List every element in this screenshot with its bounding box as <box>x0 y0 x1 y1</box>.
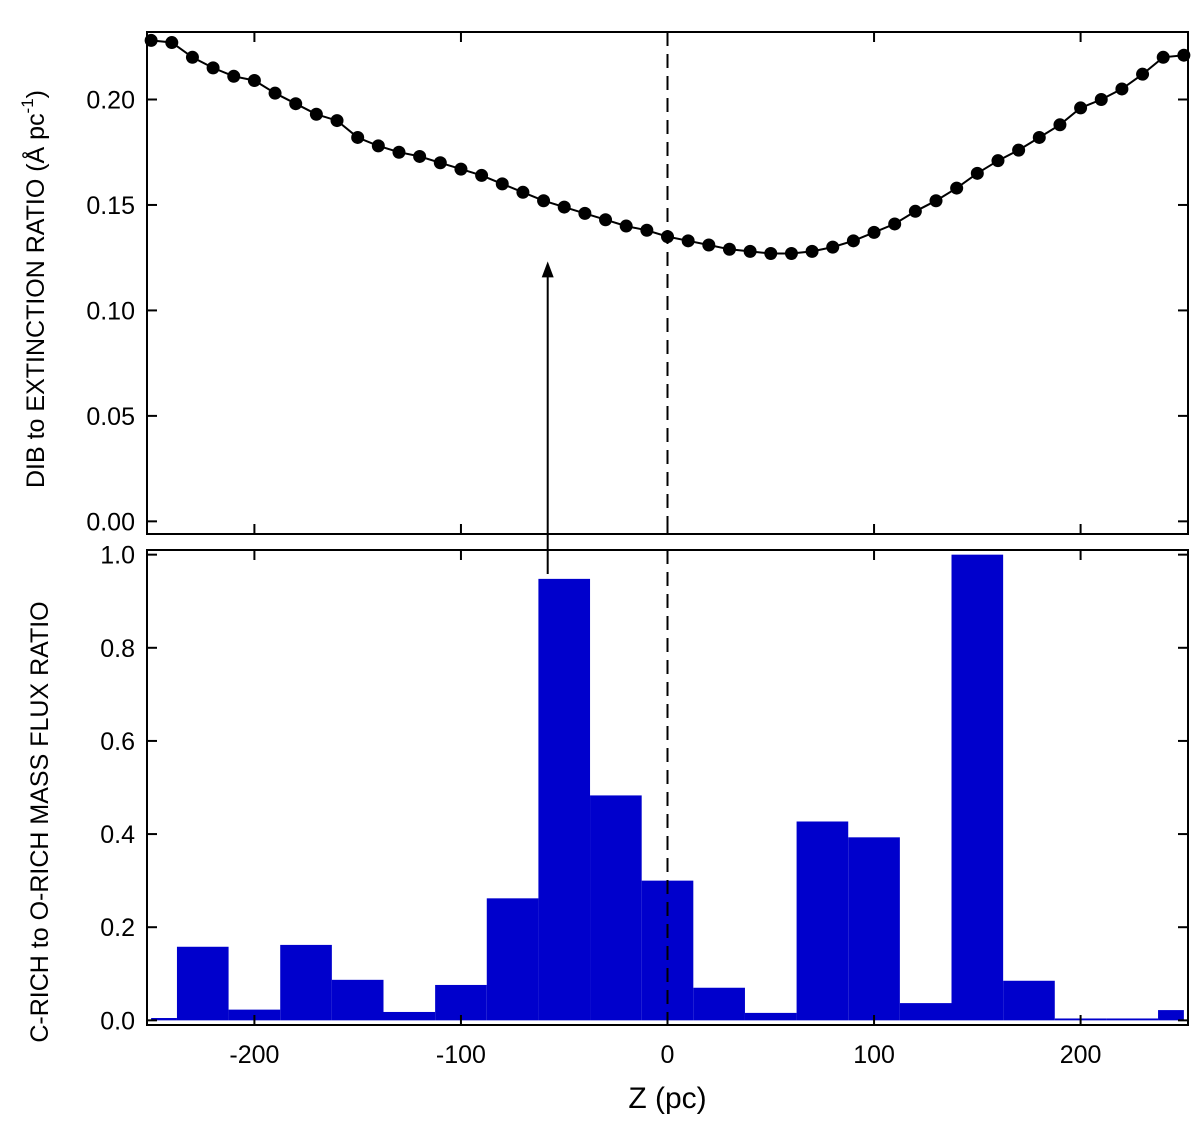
dib-ratio-point <box>247 74 261 88</box>
flux-ratio-bar <box>1158 1010 1184 1021</box>
flux-ratio-bar <box>435 984 487 1021</box>
flux-ratio-bar <box>1106 1018 1159 1021</box>
bottom-y-tick-label: 0.2 <box>100 914 135 942</box>
flux-ratio-bar <box>228 1009 281 1021</box>
top-y-axis-title-superscript: -1 <box>18 98 37 113</box>
x-axis-title: Z (pc) <box>628 1082 706 1115</box>
bottom-y-tick-label: 0.0 <box>100 1007 135 1035</box>
dib-ratio-point <box>392 145 406 159</box>
dib-ratio-point <box>1032 130 1046 144</box>
dib-ratio-point <box>970 166 984 180</box>
dib-ratio-point <box>743 244 757 258</box>
dib-ratio-point <box>991 154 1005 168</box>
bottom-x-tick-label: 200 <box>1060 1041 1102 1069</box>
dib-ratio-point <box>309 107 323 121</box>
dib-ratio-point <box>516 185 530 199</box>
bottom-panel-mass-flux: 0.0 0.2 0.4 0.6 0.8 1.0 -200 -100 0 100 200 Z (pc) C… <box>26 542 1189 1115</box>
dib-ratio-point <box>454 162 468 176</box>
dib-ratio-point <box>1012 143 1026 157</box>
bottom-x-tick-label: 100 <box>853 1041 895 1069</box>
dib-ratio-point <box>185 50 199 64</box>
flux-ratio-bar <box>383 1011 436 1021</box>
top-y-axis-title-main: DIB to EXTINCTION RATIO (Å pc <box>20 113 50 488</box>
bottom-y-tick-label: 0.6 <box>100 728 135 756</box>
flux-ratio-bar <box>280 944 332 1021</box>
dib-ratio-point <box>351 130 365 144</box>
top-y-axis-title-close: ) <box>22 90 50 98</box>
dib-ratio-point <box>764 246 778 260</box>
bottom-x-tick-label: -200 <box>229 1041 279 1069</box>
dib-ratio-point <box>722 242 736 256</box>
flux-ratio-bar <box>796 821 849 1021</box>
dib-ratio-point <box>227 69 241 83</box>
flux-ratio-bar <box>331 979 384 1021</box>
flux-ratio-bar <box>176 946 229 1021</box>
dib-ratio-point <box>495 177 509 191</box>
flux-ratio-bar <box>899 1003 952 1021</box>
dib-ratio-point <box>289 97 303 111</box>
top-y-tick-label: 0.05 <box>86 403 135 431</box>
dib-ratio-point <box>599 213 613 227</box>
dib-ratio-point <box>537 194 551 208</box>
flux-ratio-bar <box>538 578 591 1021</box>
dib-ratio-point <box>784 246 798 260</box>
dib-ratio-point <box>1053 118 1067 132</box>
flux-ratio-bar <box>486 898 539 1021</box>
dib-ratio-point <box>330 114 344 128</box>
bottom-x-tick-label: -100 <box>436 1041 486 1069</box>
dib-ratio-point <box>929 194 943 208</box>
dib-ratio-point <box>413 149 427 163</box>
dib-ratio-point <box>950 181 964 195</box>
bottom-x-tick-label: 0 <box>661 1041 675 1069</box>
dib-ratio-point <box>867 225 881 239</box>
bottom-y-tick-label: 1.0 <box>100 542 135 570</box>
dib-ratio-point <box>578 206 592 220</box>
dib-ratio-point <box>557 200 571 214</box>
top-y-tick-label: 0.15 <box>86 192 135 220</box>
overlay <box>541 261 554 574</box>
arrow-head <box>541 261 554 278</box>
dib-ratio-point <box>371 139 385 153</box>
dib-ratio-point <box>165 36 179 50</box>
flux-ratio-bar <box>951 554 1004 1021</box>
dib-ratio-point <box>826 240 840 254</box>
dib-ratio-point <box>433 156 447 170</box>
flux-ratio-bar <box>1003 980 1055 1021</box>
top-panel-dib-ratio: 0.00 0.05 0.10 0.15 0.20 DIB to EXTINCTION RA… <box>18 31 1191 536</box>
dib-ratio-point <box>702 238 716 252</box>
bottom-y-tick-label: 0.4 <box>100 821 135 849</box>
top-y-axis-title: DIB to EXTINCTION RATIO (Å pc-1) <box>18 90 50 488</box>
flux-ratio-bar <box>590 795 642 1021</box>
dib-ratio-point <box>475 168 489 182</box>
dib-ratio-point <box>640 223 654 237</box>
dib-ratio-point <box>268 86 282 100</box>
flux-ratio-bar <box>693 987 745 1021</box>
dib-ratio-point <box>1115 82 1129 96</box>
dib-ratio-point <box>805 244 819 258</box>
dib-ratio-point <box>619 219 633 233</box>
dib-ratio-point <box>1074 101 1088 115</box>
flux-ratio-bar <box>151 1018 177 1021</box>
dib-ratio-point <box>908 204 922 218</box>
dib-ratio-point <box>206 61 220 75</box>
dib-ratio-point <box>846 234 860 248</box>
dib-ratio-point <box>1136 67 1150 81</box>
flux-ratio-bar <box>744 1012 797 1021</box>
top-y-tick-label: 0.10 <box>86 297 135 325</box>
bottom-y-axis-title: C-RICH to O-RICH MASS FLUX RATIO <box>26 601 54 1042</box>
dib-ratio-point <box>1156 50 1170 64</box>
top-y-tick-label: 0.00 <box>86 508 135 536</box>
flux-ratio-bar <box>848 837 900 1021</box>
dib-ratio-point <box>681 234 695 248</box>
dib-ratio-point <box>661 230 674 244</box>
dib-ratio-point <box>1094 92 1108 106</box>
bottom-y-tick-label: 0.8 <box>100 635 135 663</box>
top-y-tick-label: 0.20 <box>86 86 135 114</box>
dib-ratio-point <box>888 217 902 231</box>
